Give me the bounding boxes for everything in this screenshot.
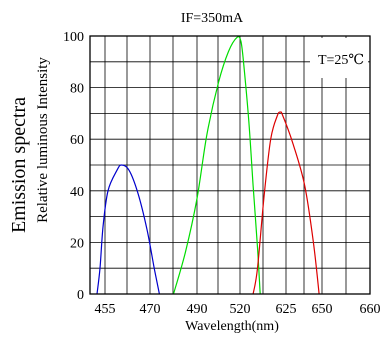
spectrum-curve-2 xyxy=(172,36,261,295)
y-tick-label: 60 xyxy=(70,133,84,148)
x-tick-label: 520 xyxy=(230,302,251,317)
series-group xyxy=(96,36,320,295)
x-tick-label: 625 xyxy=(276,302,297,317)
x-axis-label: Wavelength(nm) xyxy=(185,319,279,334)
temperature-annotation: T=25℃ xyxy=(318,53,364,68)
y-tick-label: 20 xyxy=(70,236,84,251)
annotation-box xyxy=(310,38,368,78)
y-axis-label-line2: Relative luminous Intensity xyxy=(35,57,51,223)
spectrum-curve-3 xyxy=(252,111,320,295)
x-tick-label: 490 xyxy=(187,302,208,317)
x-tick-labels: 455 470 490 520 625 650 660 xyxy=(95,302,380,317)
chart-title: IF=350mA xyxy=(181,11,244,26)
plot-frame xyxy=(89,35,371,295)
x-tick-label: 470 xyxy=(140,302,161,317)
y-tick-label: 40 xyxy=(70,185,84,200)
x-tick-label: 455 xyxy=(95,302,116,317)
y-tick-label: 100 xyxy=(63,30,84,45)
grid xyxy=(90,36,370,294)
y-tick-labels: 0 20 40 60 80 100 xyxy=(63,30,84,303)
y-axis-label-line1: Emission spectra xyxy=(8,97,30,233)
x-tick-label: 650 xyxy=(312,302,333,317)
x-tick-label: 660 xyxy=(360,302,380,317)
y-tick-label: 80 xyxy=(70,82,84,97)
spectrum-curve-1 xyxy=(96,164,160,295)
y-tick-label: 0 xyxy=(77,288,84,303)
